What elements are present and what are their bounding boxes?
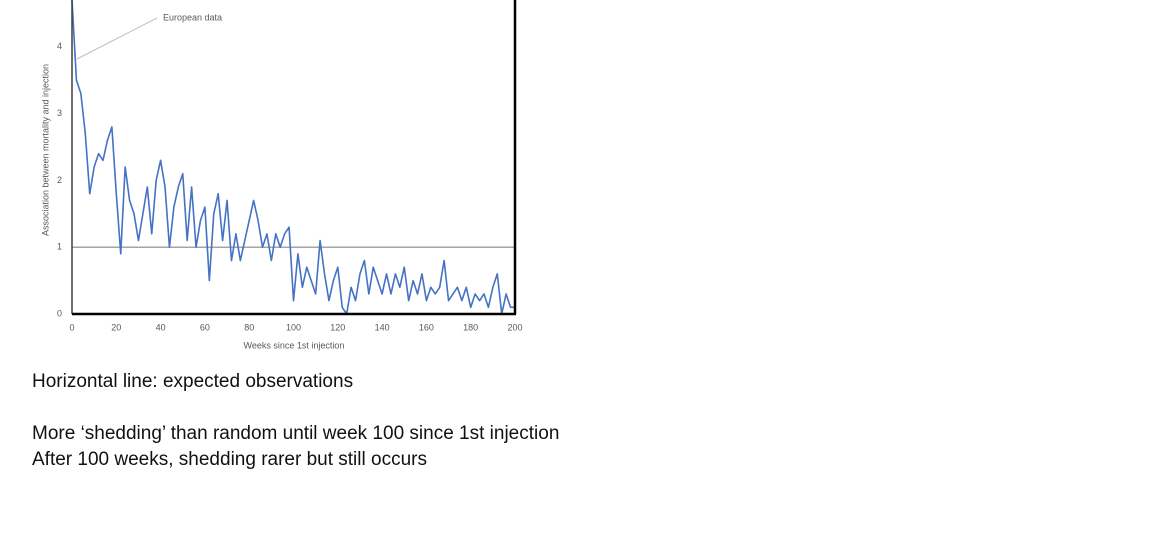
chart: Association between mortality and inject… bbox=[40, 0, 523, 350]
y-tick-label: 3 bbox=[57, 108, 62, 118]
x-tick-label: 0 bbox=[69, 322, 74, 332]
note: Horizontal line: expected observations bbox=[32, 371, 354, 392]
x-tick-label: 160 bbox=[419, 322, 434, 332]
annotation: European data bbox=[163, 12, 222, 22]
x-tick-label: 80 bbox=[244, 322, 254, 332]
x-axis-label: Weeks since 1st injection bbox=[244, 340, 345, 350]
x-tick-label: 100 bbox=[286, 322, 301, 332]
y-axis-label: Association between mortality and inject… bbox=[40, 64, 50, 236]
y-tick-label: 1 bbox=[57, 242, 62, 252]
x-tick-label: 200 bbox=[507, 322, 522, 332]
y-tick-label: 4 bbox=[57, 41, 62, 51]
y-tick-label: 0 bbox=[57, 308, 62, 318]
annotation-leader bbox=[76, 17, 158, 60]
y-tick-label: 2 bbox=[57, 175, 62, 185]
x-tick-label: 20 bbox=[111, 322, 121, 332]
x-tick-label: 180 bbox=[463, 322, 478, 332]
x-tick-label: 140 bbox=[375, 322, 390, 332]
note: After 100 weeks, shedding rarer but stil… bbox=[32, 449, 427, 470]
x-tick-label: 60 bbox=[200, 322, 210, 332]
data-line bbox=[71, 0, 515, 315]
x-tick-label: 40 bbox=[156, 322, 166, 332]
note: More ‘shedding’ than random until week 1… bbox=[32, 423, 560, 444]
x-tick-label: 120 bbox=[330, 322, 345, 332]
